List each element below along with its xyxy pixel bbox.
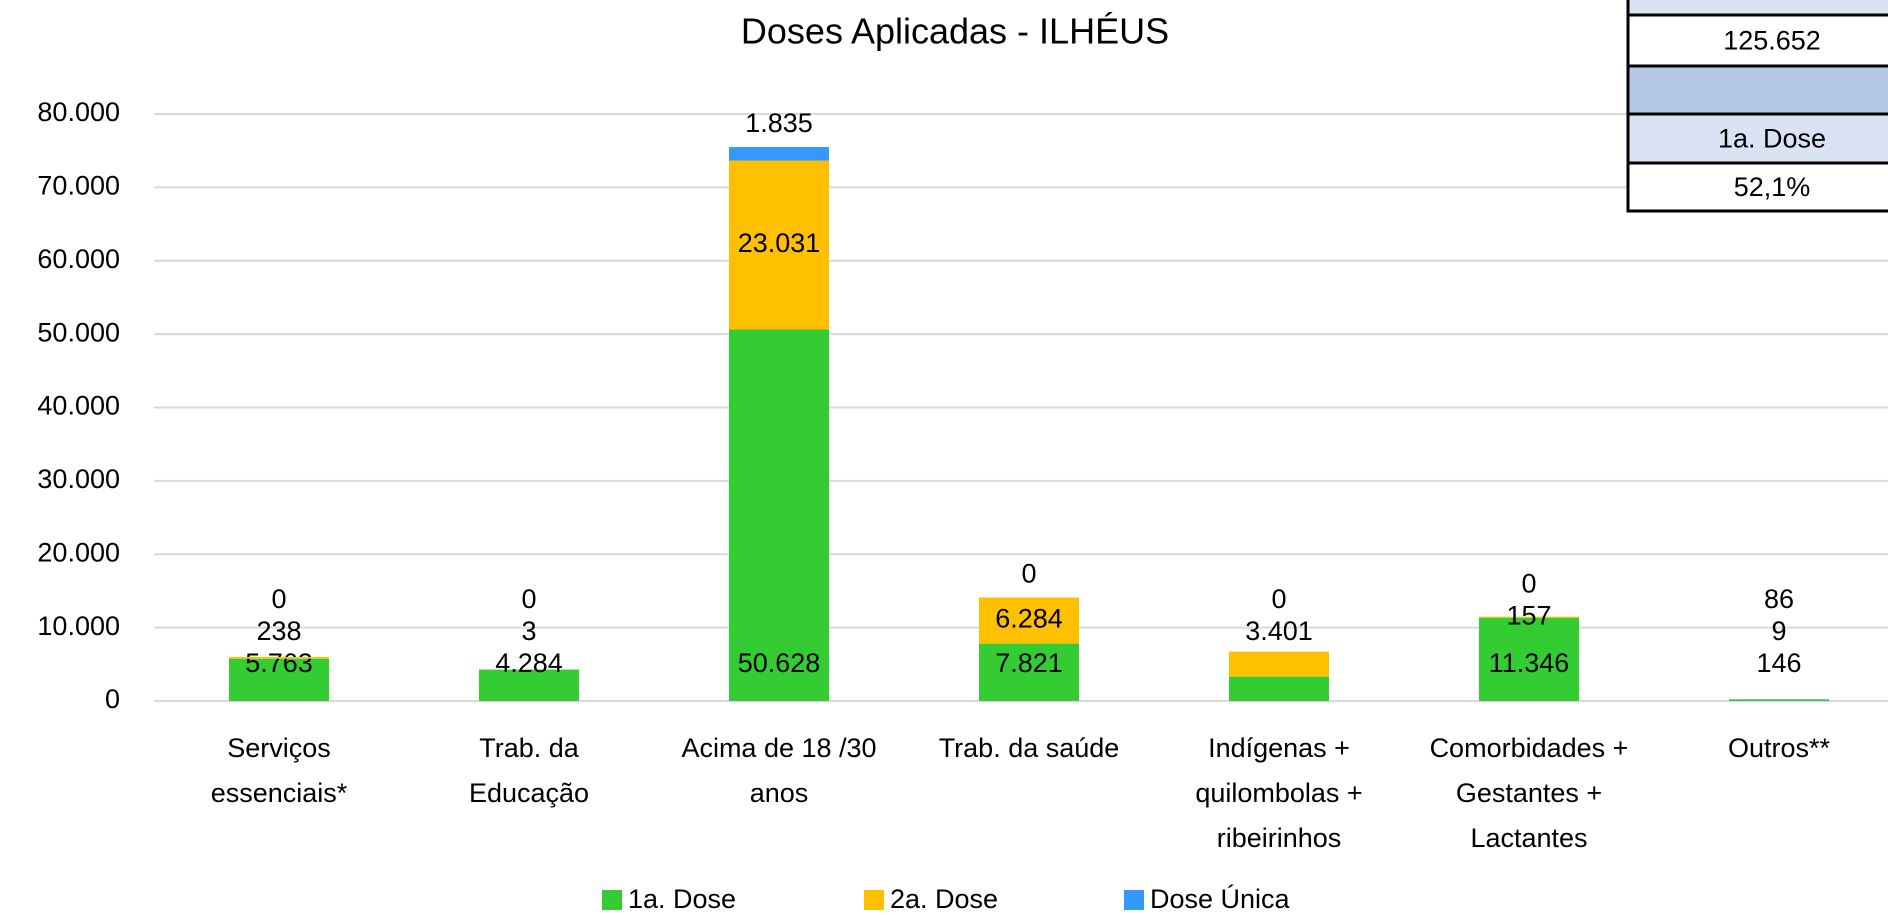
data-label: 7.821 (995, 648, 1063, 678)
x-tick-label: quilombolas + (1195, 778, 1362, 808)
y-tick-label: 0 (105, 684, 120, 714)
data-label: 5.763 (245, 648, 313, 678)
y-tick-label: 60.000 (37, 244, 120, 274)
x-tick-label: Trab. da (479, 733, 580, 763)
table-text: 1a. Dose (1718, 124, 1826, 154)
data-label: 157 (1506, 600, 1551, 630)
table-text: Doses Recebidas (1666, 0, 1878, 6)
bar-segment (979, 597, 1079, 644)
bar-segment (479, 669, 579, 701)
data-label: 1.835 (745, 108, 813, 138)
table-cell (1626, 112, 1888, 165)
x-tick-label: anos (750, 778, 809, 808)
x-tick-label: Gestantes + (1456, 778, 1602, 808)
y-tick-label: 80.000 (37, 97, 120, 127)
x-tick-label: Trab. da saúde (939, 733, 1120, 763)
bar-segment (1729, 699, 1829, 701)
bar-segment (1229, 651, 1329, 677)
data-label: 0 (1271, 584, 1286, 614)
x-tick-label: Educação (469, 778, 589, 808)
bar-segment (1729, 699, 1829, 700)
y-tick-label: 20.000 (37, 537, 120, 567)
table-cell (1626, 161, 1888, 213)
legend-label: Dose Única (1150, 883, 1291, 914)
bar-segment (729, 160, 829, 330)
data-label: 6.284 (995, 604, 1063, 634)
y-tick-label: 10.000 (37, 611, 120, 641)
data-label: 23.031 (738, 228, 821, 258)
y-tick-label: 50.000 (37, 317, 120, 347)
bar-segment (729, 147, 829, 161)
data-label: 9 (1771, 616, 1786, 646)
data-label: 4.284 (495, 648, 563, 678)
x-tick-label: ribeirinhos (1217, 823, 1342, 853)
data-label: 146 (1756, 648, 1801, 678)
y-tick-label: 70.000 (37, 171, 120, 201)
data-label: 0 (1521, 568, 1536, 598)
legend-swatch (1124, 890, 1144, 910)
data-label: 3.401 (1245, 616, 1313, 646)
bar-segment (1479, 617, 1579, 701)
bar-segment (979, 643, 1079, 701)
x-tick-label: Serviços (227, 733, 331, 763)
y-tick-label: 30.000 (37, 464, 120, 494)
table-cell (1626, 64, 1888, 116)
data-label: 0 (1021, 559, 1036, 589)
table-text: 125.652 (1723, 26, 1821, 56)
y-tick-label: 40.000 (37, 391, 120, 421)
bar-segment (229, 656, 329, 659)
x-tick-label: Indígenas + (1208, 733, 1350, 763)
data-label: 0 (271, 584, 286, 614)
table-cell (1626, 13, 1888, 68)
legend-swatch (864, 890, 884, 910)
chart-title: Doses Aplicadas - ILHÉUS (741, 11, 1169, 52)
data-label: 238 (256, 616, 301, 646)
data-label: 0 (521, 584, 536, 614)
table-text: 52,1% (1734, 172, 1811, 202)
legend-swatch (602, 890, 622, 910)
data-label: 11.346 (1489, 648, 1570, 678)
data-label: 3 (521, 616, 536, 646)
x-tick-label: Comorbidades + (1430, 733, 1629, 763)
bar-segment (1229, 676, 1329, 701)
bar-segment (1479, 616, 1579, 618)
x-tick-label: Outros** (1728, 733, 1831, 763)
x-tick-label: Acima de 18 /30 (681, 733, 876, 763)
bar-segment (729, 329, 829, 701)
legend-label: 2a. Dose (890, 884, 998, 914)
data-label: 50.628 (738, 648, 821, 678)
x-tick-label: essenciais* (211, 778, 348, 808)
x-tick-label: Lactantes (1470, 823, 1587, 853)
legend-label: 1a. Dose (628, 884, 736, 914)
data-label: 86 (1764, 584, 1794, 614)
bar-segment (229, 658, 329, 701)
